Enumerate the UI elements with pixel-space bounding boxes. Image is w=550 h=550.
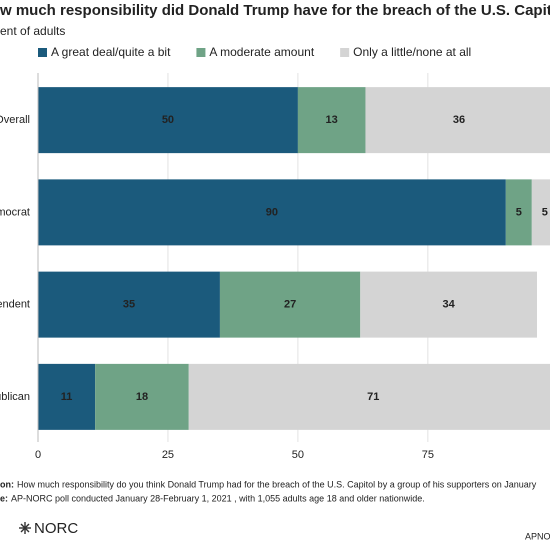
bar-segment [365, 87, 550, 154]
x-tick-label: 75 [422, 449, 434, 461]
x-tick-label: 25 [162, 449, 174, 461]
bar-segment [531, 179, 550, 246]
data-label: 71 [367, 391, 379, 403]
data-label: 13 [326, 114, 338, 126]
data-label: 34 [443, 299, 456, 311]
data-label: 36 [453, 114, 465, 126]
legend-swatch [38, 48, 47, 57]
chart-subtitle: ent of adults [0, 24, 65, 38]
logo-text: NORC [34, 520, 78, 537]
data-label: 90 [266, 206, 278, 218]
data-label: 35 [123, 299, 135, 311]
y-tick-label: endent [0, 299, 30, 311]
legend-label: Only a little/none at all [353, 45, 471, 59]
bar-segment [38, 271, 220, 338]
data-label: 18 [136, 391, 148, 403]
footer: APNO [525, 531, 550, 541]
legend-label: A moderate amount [209, 45, 314, 59]
bar-segment [188, 363, 550, 430]
data-label: 5 [542, 206, 548, 218]
note-text: How much responsibility do you think Don… [17, 479, 537, 489]
bar-segment [38, 179, 506, 246]
y-tick-label: ublican [0, 391, 30, 403]
note-label: on: [0, 479, 14, 489]
x-tick-label: 0 [35, 449, 41, 461]
note-text: AP-NORC poll conducted January 28-Februa… [11, 493, 425, 503]
x-tick-label: 50 [292, 449, 304, 461]
y-tick-label: mocrat [0, 206, 30, 218]
bar-segment [95, 363, 189, 430]
bar-segment [360, 271, 538, 338]
legend-label: A great deal/quite a bit [51, 45, 171, 59]
bar-segment [505, 179, 532, 246]
legend-swatch [340, 48, 350, 57]
data-label: 5 [516, 206, 522, 218]
bar-segment [38, 87, 298, 154]
bar-segment [297, 87, 366, 154]
data-label: 50 [162, 114, 174, 126]
legend-swatch [196, 48, 206, 57]
data-label: 11 [61, 391, 73, 403]
note-label: e: [0, 493, 8, 503]
data-label: 27 [284, 299, 296, 311]
bar-segment [219, 271, 361, 338]
chart-title: w much responsibility did Donald Trump h… [0, 2, 550, 19]
logo-icon [19, 522, 31, 534]
y-tick-label: Overall [0, 114, 30, 126]
bar-segment [38, 363, 96, 430]
